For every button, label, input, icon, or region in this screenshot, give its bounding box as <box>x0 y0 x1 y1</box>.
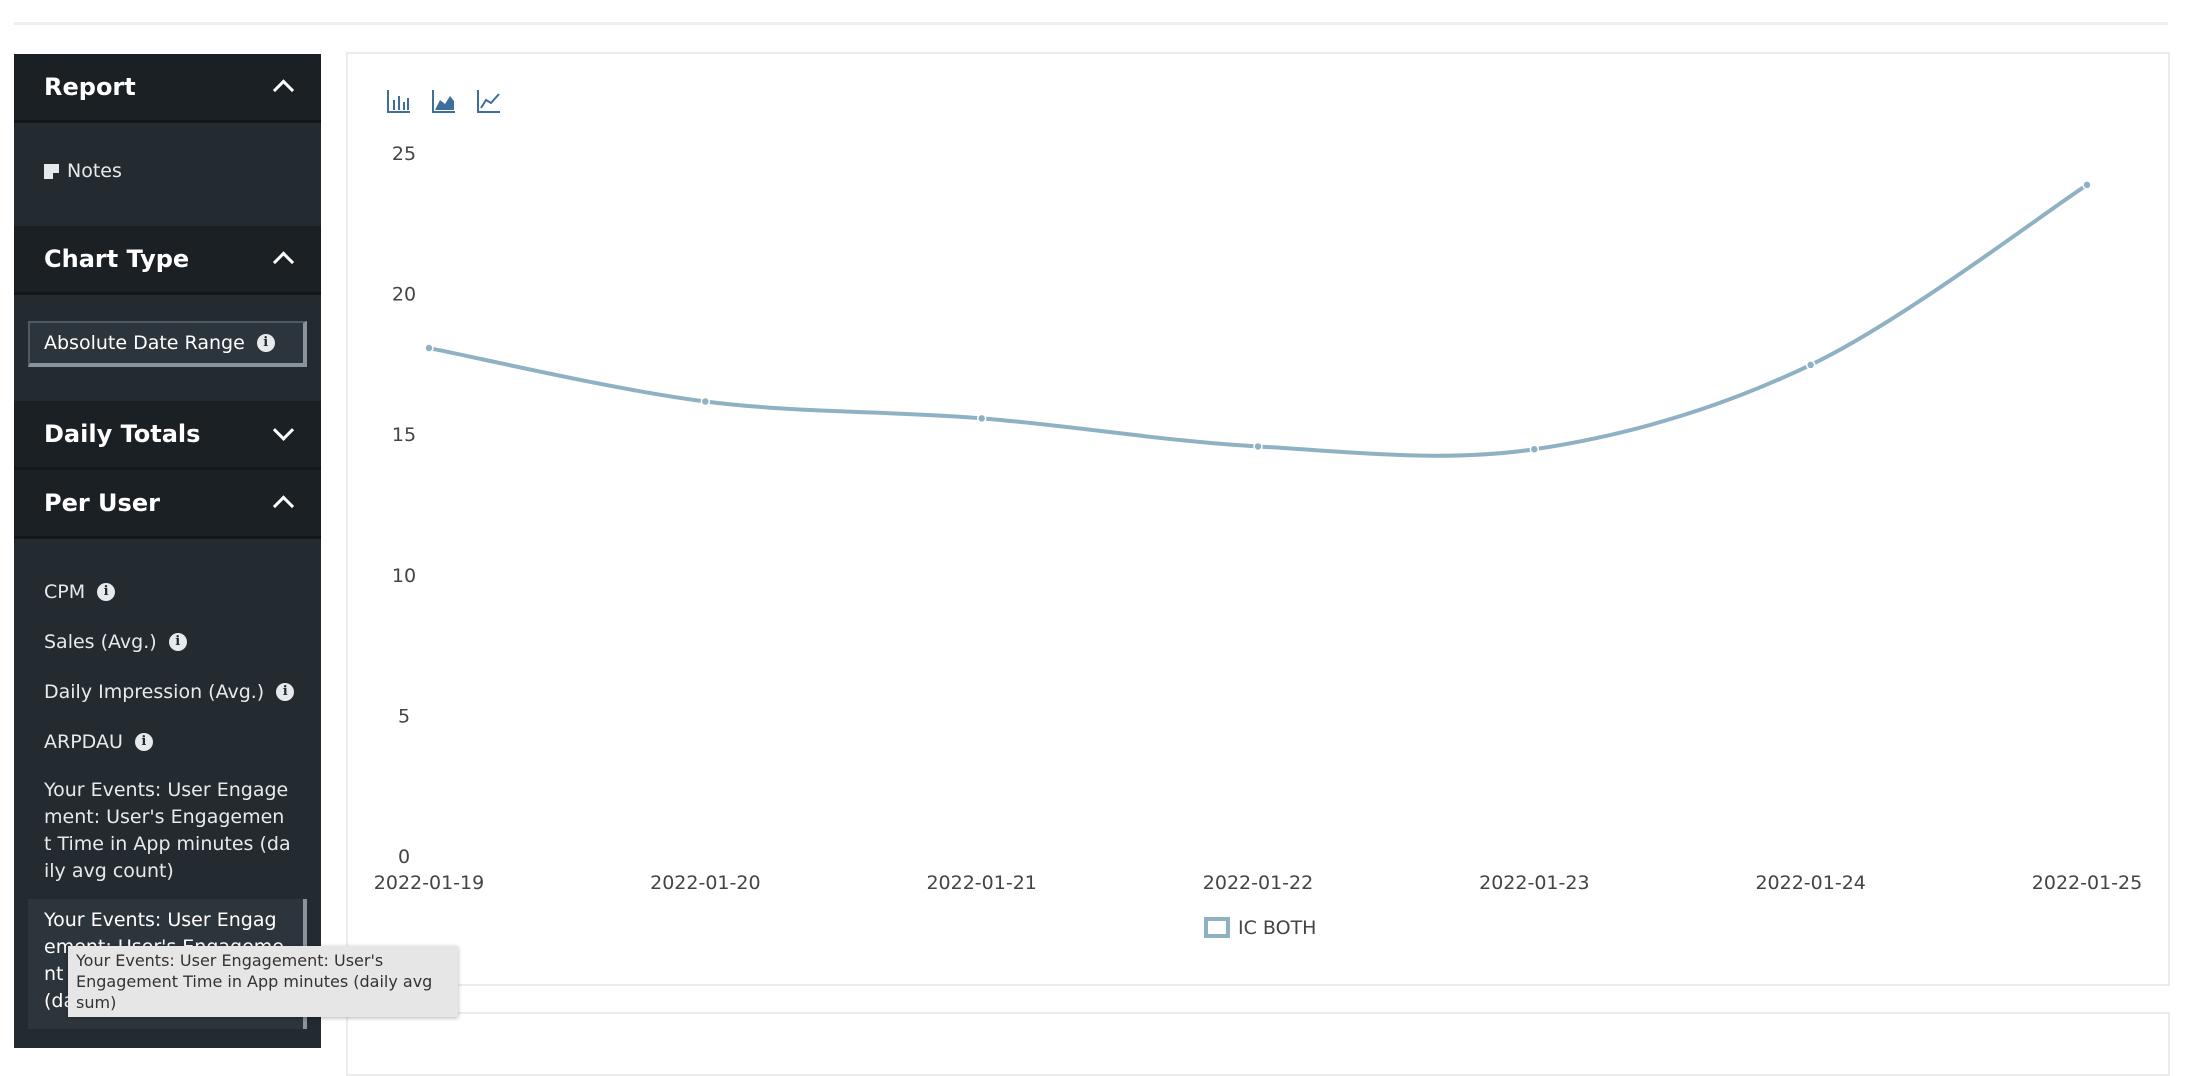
sidebar: Report Notes Chart Type Absolute Date Ra… <box>14 54 321 1048</box>
x-tick-label: 2022-01-22 <box>1203 872 1313 894</box>
x-tick-label: 2022-01-24 <box>1755 872 1865 894</box>
y-tick-label: 20 <box>392 284 416 306</box>
legend-swatch[interactable] <box>1204 917 1230 938</box>
per-user-item-cpm[interactable]: CPM i <box>14 567 321 617</box>
x-tick-label: 2022-01-25 <box>2032 872 2142 894</box>
data-point[interactable] <box>700 396 711 407</box>
note-icon <box>44 163 59 179</box>
section-report-header[interactable]: Report <box>14 54 321 123</box>
x-tick-label: 2022-01-21 <box>926 872 1036 894</box>
data-point[interactable] <box>1529 444 1540 455</box>
per-user-item-arpdau[interactable]: ARPDAU i <box>14 717 321 767</box>
chart-panel <box>346 52 2170 986</box>
area-chart-icon[interactable] <box>431 88 457 114</box>
line-chart: 0 5 10 15 20 25 2022-01-19 2022-01-20 2022-01-2… <box>374 143 2142 939</box>
x-tick-label: 2022-01-19 <box>374 872 484 894</box>
data-point[interactable] <box>1253 441 1263 452</box>
section-per-user-title: Per User <box>44 489 160 517</box>
bar-chart-icon[interactable] <box>386 88 412 114</box>
info-icon[interactable]: i <box>256 334 275 352</box>
x-tick-label: 2022-01-23 <box>1479 872 1589 894</box>
top-divider <box>14 22 2168 25</box>
section-daily-totals-title: Daily Totals <box>44 420 201 448</box>
info-icon[interactable]: i <box>134 733 153 751</box>
y-tick-label: 0 <box>398 846 410 868</box>
per-user-item-event-count[interactable]: Your Events: User Engagement: User's Eng… <box>44 779 291 882</box>
per-user-item-daily-impression[interactable]: Daily Impression (Avg.) i <box>14 667 321 717</box>
data-point[interactable] <box>424 343 434 353</box>
section-daily-totals-header[interactable]: Daily Totals <box>14 401 321 470</box>
series-line <box>428 183 2089 458</box>
section-chart-type-title: Chart Type <box>44 245 190 273</box>
per-user-item-sales[interactable]: Sales (Avg.) i <box>14 617 321 667</box>
notes-link[interactable]: Notes <box>14 123 321 182</box>
legend-label[interactable]: IC BOTH <box>1238 917 1316 939</box>
info-icon[interactable]: i <box>276 683 295 701</box>
section-per-user-header[interactable]: Per User <box>14 470 321 539</box>
per-user-item-label: Daily Impression (Avg.) <box>44 681 265 703</box>
absolute-date-range-button[interactable]: Absolute Date Range i <box>28 321 307 367</box>
section-report-title: Report <box>44 73 136 101</box>
info-icon[interactable]: i <box>97 583 116 601</box>
section-chart-type-header[interactable]: Chart Type <box>14 226 321 295</box>
notes-label: Notes <box>67 160 122 182</box>
absolute-date-range-label: Absolute Date Range <box>44 332 245 354</box>
data-point[interactable] <box>976 413 987 424</box>
y-tick-label: 5 <box>398 705 410 727</box>
per-user-item-label: Sales (Avg.) <box>44 631 157 653</box>
per-user-item-label: ARPDAU <box>44 731 123 753</box>
info-icon[interactable]: i <box>168 633 187 651</box>
y-tick-label: 25 <box>392 143 416 165</box>
data-point[interactable] <box>2082 180 2092 190</box>
y-tick-label: 10 <box>392 565 416 587</box>
y-tick-label: 15 <box>392 424 416 446</box>
x-tick-label: 2022-01-20 <box>650 872 760 894</box>
tooltip: Your Events: User Engagement: User's Eng… <box>68 946 458 1017</box>
line-chart-icon[interactable] <box>476 88 502 114</box>
per-user-item-label: CPM <box>44 581 86 603</box>
data-point[interactable] <box>1805 360 1816 370</box>
